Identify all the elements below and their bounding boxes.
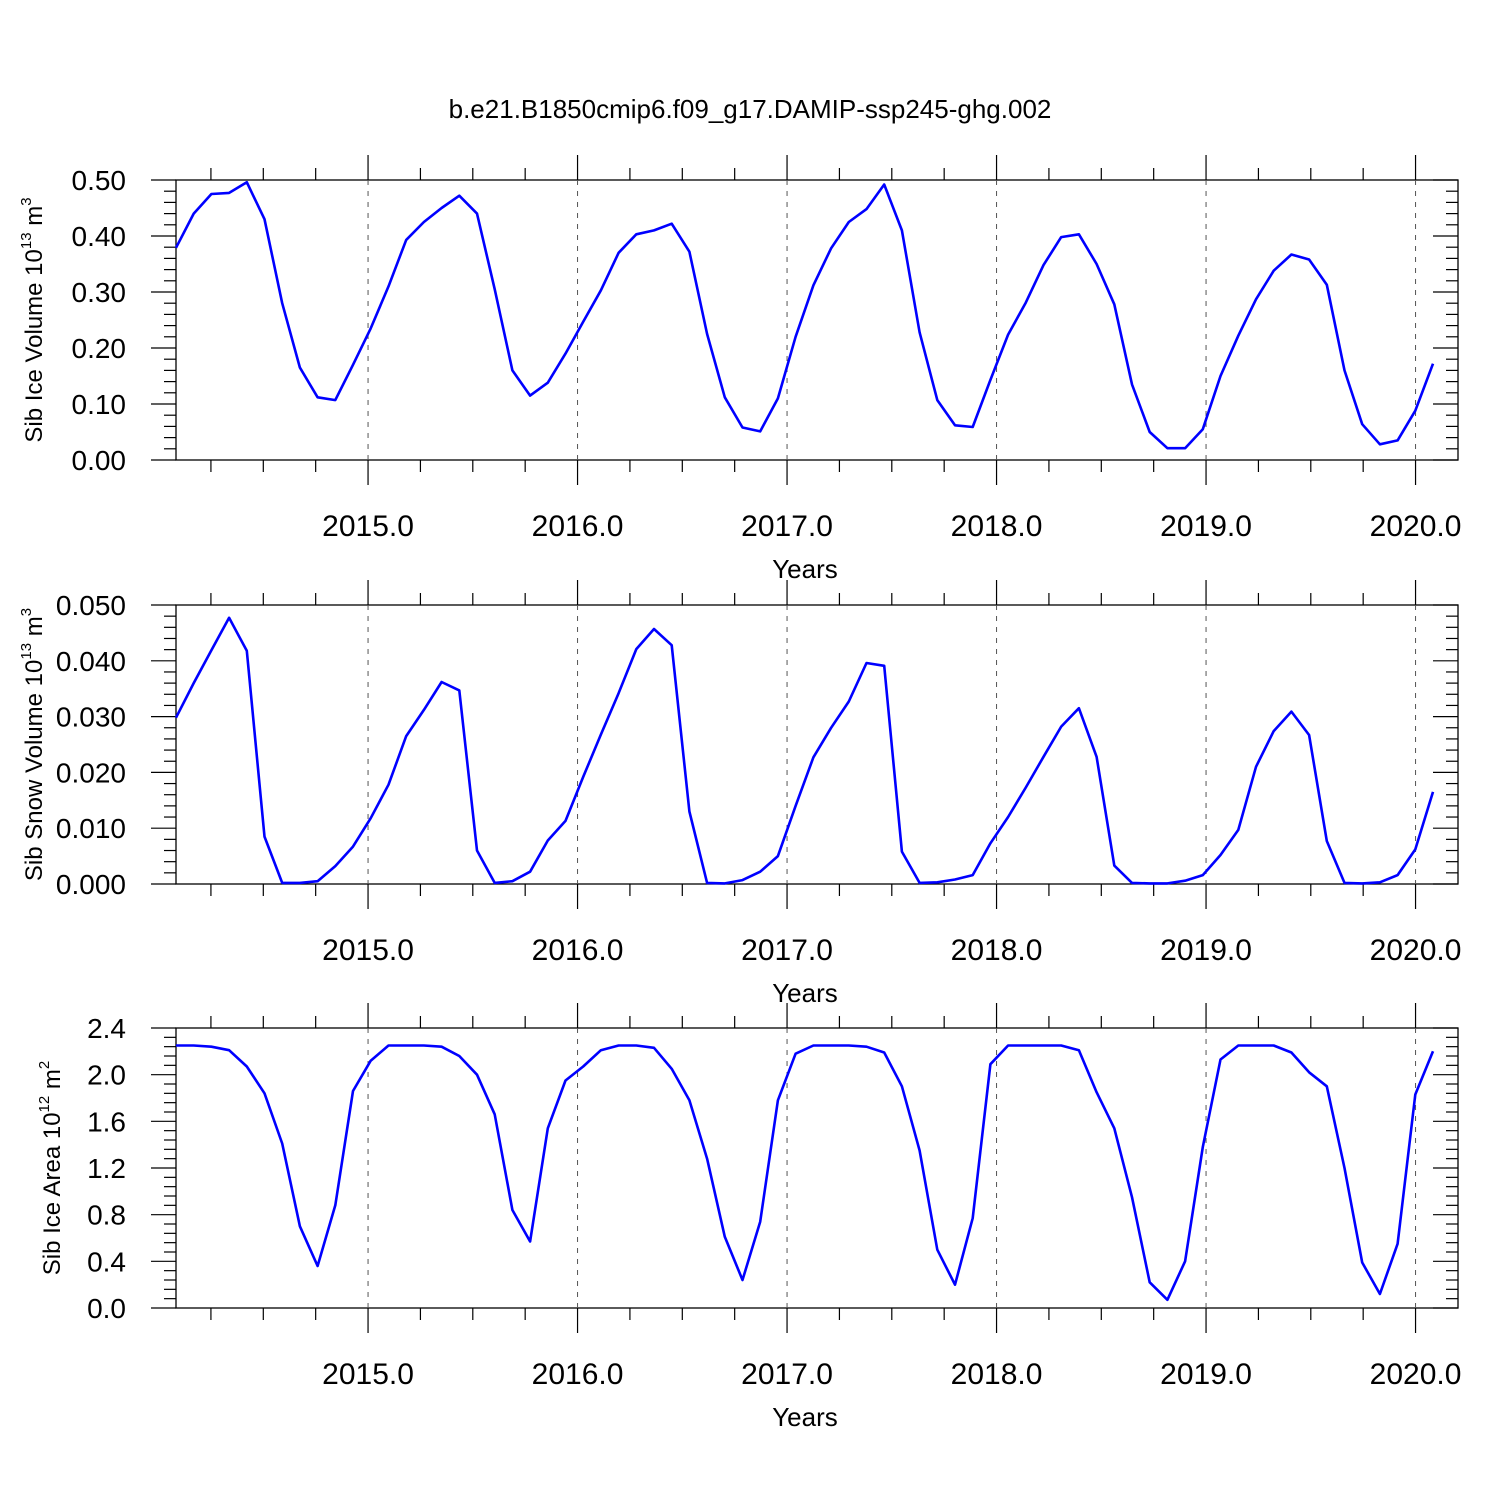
y-tick-label: 2.4: [87, 1013, 126, 1044]
y-axis-label-unit: m: [39, 1069, 66, 1096]
x-tick-label: 2016.0: [532, 1358, 624, 1391]
y-axis-label: Sib Ice Area 1012 m2: [36, 1061, 66, 1275]
y-tick-label: 0.000: [56, 869, 126, 900]
plot-frame: [175, 604, 1459, 885]
y-tick-label: 1.6: [87, 1106, 126, 1137]
y-axis-label-unit: m: [21, 206, 48, 233]
x-tick-label: 2018.0: [951, 1358, 1043, 1391]
series-line: [174, 180, 1435, 450]
y-axis-label-text: Sib Ice Volume 10: [21, 249, 48, 442]
y-tick-label: 0.050: [56, 590, 126, 621]
y-tick-label: 0.040: [56, 646, 126, 677]
y-tick-label: 0.10: [72, 389, 127, 420]
x-tick-label: 2018.0: [951, 510, 1043, 543]
y-tick-label: 0.4: [87, 1246, 126, 1277]
y-axis-label: Sib Snow Volume 1013 m3: [18, 608, 48, 881]
x-tick-label: 2020.0: [1370, 510, 1462, 543]
y-tick-label: 0.010: [56, 813, 126, 844]
y-tick-label: 0.0: [87, 1293, 126, 1324]
snow-volume-panel: 2015.0 2016.0 2017.0 2018.0 2019.0 2020.0 0.00…: [18, 580, 1461, 1008]
x-axis-label: Years: [772, 554, 838, 584]
x-tick-label: 2015.0: [322, 510, 414, 543]
y-tick-label: 1.2: [87, 1153, 126, 1184]
x-tick-label: 2015.0: [322, 934, 414, 967]
y-tick-label: 0.40: [72, 221, 127, 252]
x-axis-label: Years: [772, 978, 838, 1008]
y-tick-label: 0.20: [72, 333, 127, 364]
x-tick-label: 2017.0: [741, 934, 833, 967]
figure-title: b.e21.B1850cmip6.f09_g17.DAMIP-ssp245-gh…: [449, 94, 1052, 124]
x-tick-label: 2016.0: [532, 934, 624, 967]
y-tick-label: 0.8: [87, 1200, 126, 1231]
y-tick-label: 2.0: [87, 1060, 126, 1091]
y-axis-label-exponent: 13: [18, 643, 35, 660]
y-axis-label-unit-exponent: 3: [18, 608, 35, 616]
y-axis-label-exponent: 13: [18, 232, 35, 249]
y-axis-label-unit-exponent: 3: [18, 197, 35, 205]
y-tick-label: 0.020: [56, 757, 126, 788]
y-axis-label-text: Sib Snow Volume 10: [21, 660, 48, 881]
x-tick-label: 2017.0: [741, 510, 833, 543]
plot-frame: [175, 1027, 1459, 1309]
y-tick-label: 0.50: [72, 165, 127, 196]
y-axis-label-unit-exponent: 2: [36, 1061, 53, 1069]
y-axis-label-text: Sib Ice Area 10: [39, 1112, 66, 1275]
y-tick-label: 0.30: [72, 277, 127, 308]
series-line: [174, 616, 1435, 885]
y-tick-label: 0.00: [72, 445, 127, 476]
x-tick-label: 2019.0: [1160, 934, 1252, 967]
x-tick-label: 2019.0: [1160, 510, 1252, 543]
x-axis-label: Years: [772, 1402, 838, 1432]
ice-area-panel: 2015.0 2016.0 2017.0 2018.0 2019.0 2020.0 0.0 0…: [36, 1003, 1461, 1432]
y-tick-label: 0.030: [56, 702, 126, 733]
x-tick-label: 2019.0: [1160, 1358, 1252, 1391]
y-axis-label: Sib Ice Volume 1013 m3: [18, 197, 48, 442]
x-tick-label: 2016.0: [532, 510, 624, 543]
ice-volume-panel: 2015.0 2016.0 2017.0 2018.0 2019.0 2020.0 0.00…: [18, 155, 1461, 584]
y-axis-label-unit: m: [21, 616, 48, 643]
x-tick-label: 2017.0: [741, 1358, 833, 1391]
x-tick-label: 2020.0: [1370, 934, 1462, 967]
x-tick-label: 2015.0: [322, 1358, 414, 1391]
x-tick-label: 2020.0: [1370, 1358, 1462, 1391]
plot-frame: [175, 179, 1459, 461]
series-line: [176, 1044, 1435, 1302]
y-axis-label-exponent: 12: [36, 1096, 53, 1113]
x-tick-label: 2018.0: [951, 934, 1043, 967]
